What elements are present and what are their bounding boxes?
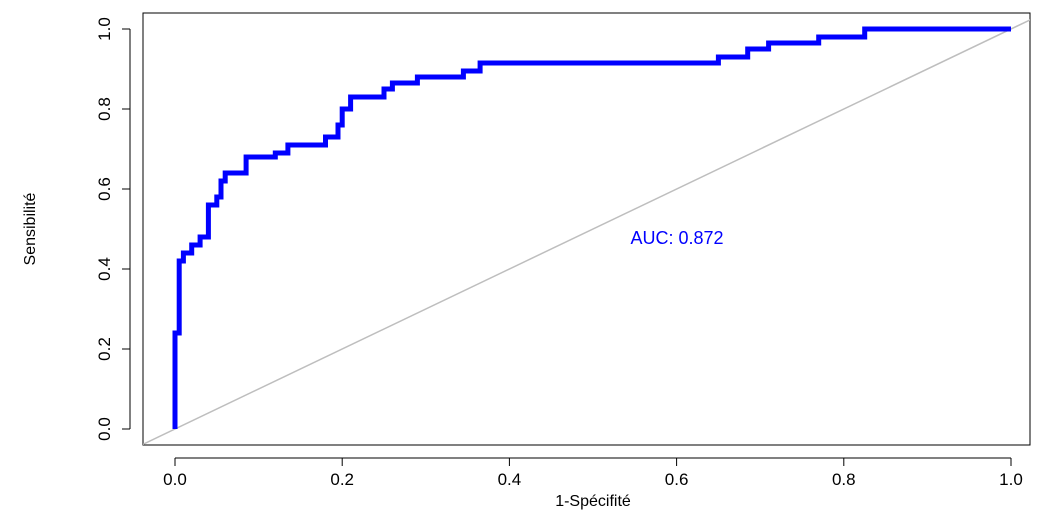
- roc-curve-line: [172, 26, 1011, 429]
- auc-annotation: AUC: 0.872: [630, 228, 723, 248]
- y-tick-label: 0.6: [95, 177, 114, 201]
- plot-frame: [142, 12, 1031, 446]
- y-tick-label: 0.8: [95, 97, 114, 121]
- y-axis-title: Sensibilité: [22, 192, 39, 265]
- x-tick-label: 1.0: [999, 470, 1023, 489]
- x-tick-label: 0.8: [832, 470, 856, 489]
- y-tick-label: 1.0: [95, 17, 114, 41]
- plot-layer: 0.0 0.2 0.4 0.6 0.8 1.0 0.0 0.2 0.4 0.6 0.8 1.0: [95, 12, 1031, 489]
- x-tick-label: 0.2: [330, 470, 354, 489]
- y-tick-label: 0.0: [95, 417, 114, 441]
- x-tick-label: 0.6: [665, 470, 689, 489]
- diagonal-reference-line: [143, 19, 1030, 445]
- x-axis-title: 1-Spécifité: [555, 493, 631, 510]
- x-tick-label: 0.4: [498, 470, 522, 489]
- y-tick-label: 0.4: [95, 257, 114, 281]
- y-tick-label: 0.2: [95, 337, 114, 361]
- x-tick-label: 0.0: [163, 470, 187, 489]
